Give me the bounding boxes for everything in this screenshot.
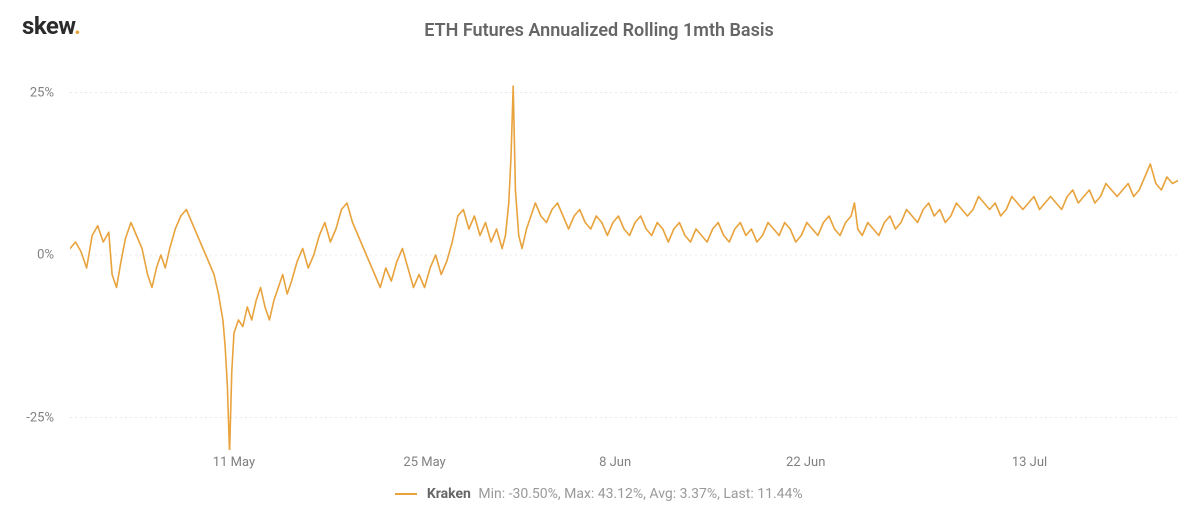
x-tick-label: 22 Jun [786,455,825,470]
x-tick-label: 13 Jul [1012,455,1047,470]
chart-plot-area [70,60,1178,450]
legend-series-name: Kraken [427,486,471,502]
y-axis: -25% 0% 25% [0,60,62,450]
legend-swatch [395,493,417,495]
x-axis: 11 May 25 May 8 Jun 22 Jun 13 Jul [70,455,1178,479]
y-tick-label: -25% [26,410,54,425]
x-tick-label: 8 Jun [599,455,631,470]
x-tick-label: 25 May [403,455,445,470]
legend-stats: Min: -30.50%, Max: 43.12%, Avg: 3.37%, L… [478,486,802,502]
chart-legend: Kraken Min: -30.50%, Max: 43.12%, Avg: 3… [0,486,1198,502]
chart-svg [70,60,1178,450]
y-tick-label: 0% [37,248,54,263]
chart-title: ETH Futures Annualized Rolling 1mth Basi… [0,20,1198,41]
y-tick-label: 25% [30,85,54,100]
x-tick-label: 11 May [213,455,255,470]
